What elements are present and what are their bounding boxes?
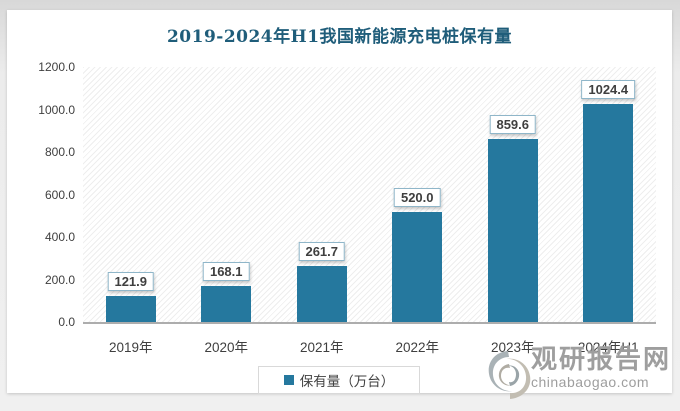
legend-swatch-icon — [283, 375, 294, 385]
legend-label: 保有量（万台） — [299, 374, 395, 389]
y-tick-label: 400.0 — [44, 230, 75, 244]
x-tick-label: 2021年 — [299, 340, 344, 355]
bar — [392, 211, 443, 322]
x-tick-label: 2020年 — [204, 340, 249, 355]
chart-title: 2019-2024年H1我国新能源充电桩保有量 — [166, 27, 513, 47]
x-tick-label: 2024年H1 — [577, 340, 639, 355]
bar-series: 121.9 168.1 261.7 520.0 859.6 1024.4 — [83, 67, 656, 322]
bar-column: 168.1 — [179, 67, 275, 322]
bar — [583, 104, 634, 322]
bar-column: 121.9 — [83, 67, 179, 322]
bar — [296, 266, 347, 322]
watermark-domain: chinabaogao.com — [531, 374, 650, 390]
y-tick-label: 1200.0 — [38, 60, 75, 74]
y-tick-label: 800.0 — [44, 145, 75, 159]
x-axis: 2019年 2020年 2021年 2022年 2023年 2024年H1 — [83, 336, 656, 355]
y-tick-label: 0.0 — [58, 315, 75, 329]
bar — [201, 286, 252, 322]
bar-column: 261.7 — [274, 67, 370, 322]
plot-area: 121.9 168.1 261.7 520.0 859.6 1024.4 — [83, 67, 656, 324]
bar-column: 1024.4 — [561, 67, 657, 322]
bar — [105, 296, 156, 322]
y-tick-label: 200.0 — [44, 272, 75, 287]
bar-value-label: 520.0 — [393, 187, 441, 207]
bar-value-label: 121.9 — [107, 272, 155, 292]
x-tick-label: 2022年 — [395, 340, 440, 355]
y-tick-label: 1000.0 — [38, 102, 75, 117]
x-tick-label: 2023年 — [490, 340, 535, 355]
y-tick-label: 600.0 — [44, 187, 75, 202]
bar-value-label: 1024.4 — [581, 80, 636, 100]
chart-card: 2019-2024年H1我国新能源充电桩保有量 1200.0 1000.0 800.… — [7, 10, 672, 399]
bar-value-label: 859.6 — [489, 115, 537, 135]
bar-value-label: 261.7 — [298, 242, 346, 262]
y-axis: 1200.0 1000.0 800.0 600.0 400.0 200.0 0.0 — [7, 60, 75, 329]
bar-value-label: 168.1 — [202, 262, 250, 282]
watermark-swirl-logo-icon — [488, 351, 531, 399]
legend: 保有量（万台） — [258, 366, 420, 394]
bar — [487, 139, 538, 322]
x-tick-label: 2019年 — [108, 340, 153, 355]
bar-column: 520.0 — [370, 67, 466, 322]
bar-column: 859.6 — [465, 67, 561, 322]
